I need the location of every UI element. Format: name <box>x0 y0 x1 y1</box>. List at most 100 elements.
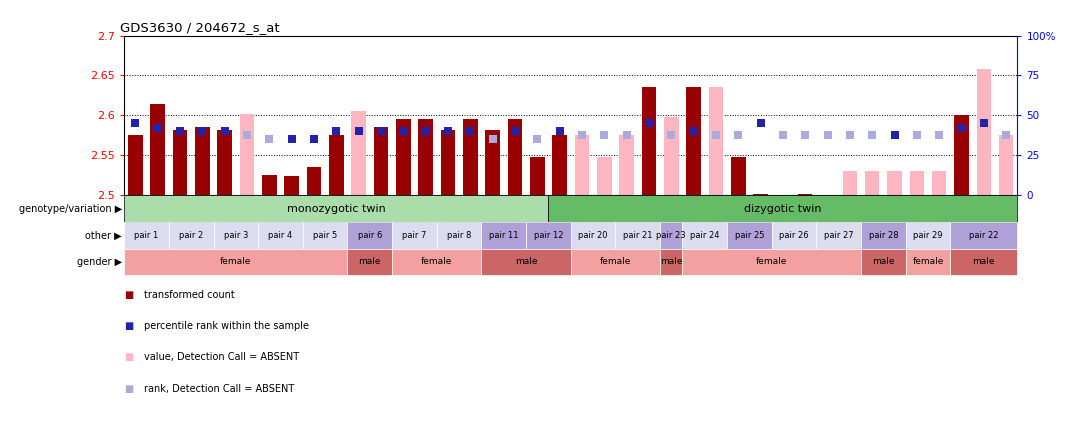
Bar <box>772 222 816 249</box>
Text: female: female <box>421 258 453 266</box>
Bar <box>976 119 991 195</box>
Point <box>551 128 568 135</box>
Point <box>394 128 411 135</box>
Bar <box>351 115 366 195</box>
Bar <box>955 115 969 195</box>
Bar <box>482 249 570 275</box>
Text: pair 4: pair 4 <box>268 231 293 240</box>
Point <box>953 125 970 132</box>
Point <box>975 120 993 127</box>
Bar <box>999 173 1013 195</box>
Bar <box>775 194 791 195</box>
Text: pair 23: pair 23 <box>657 231 686 240</box>
Bar <box>619 135 634 195</box>
Bar <box>441 130 456 195</box>
Bar <box>909 194 924 195</box>
Bar <box>708 130 724 195</box>
Point <box>707 131 725 138</box>
Text: pair 8: pair 8 <box>447 231 471 240</box>
Point <box>797 131 814 138</box>
Bar <box>392 249 482 275</box>
Text: pair 25: pair 25 <box>734 231 765 240</box>
Bar <box>861 222 906 249</box>
Bar <box>906 222 950 249</box>
Point <box>193 128 211 135</box>
Bar <box>821 194 835 195</box>
Point <box>663 131 680 138</box>
Bar <box>976 69 991 195</box>
Bar <box>861 249 906 275</box>
Bar <box>552 135 567 195</box>
Text: pair 2: pair 2 <box>179 231 203 240</box>
Bar <box>258 222 302 249</box>
Bar <box>329 135 343 195</box>
Bar <box>195 127 210 195</box>
Bar <box>348 222 392 249</box>
Bar <box>906 249 950 275</box>
Bar <box>526 222 570 249</box>
Bar <box>348 249 392 275</box>
Bar <box>686 87 701 195</box>
Bar <box>392 222 436 249</box>
Text: pair 5: pair 5 <box>313 231 337 240</box>
Text: male: male <box>973 258 995 266</box>
Point <box>417 128 434 135</box>
Bar <box>307 166 321 195</box>
Bar <box>999 135 1013 195</box>
Bar <box>570 249 660 275</box>
Point <box>484 136 501 143</box>
Bar <box>865 194 879 195</box>
Point <box>864 131 881 138</box>
Text: female: female <box>599 258 631 266</box>
Bar <box>842 194 858 195</box>
Bar <box>842 171 858 195</box>
Text: male: male <box>515 258 538 266</box>
Bar <box>124 222 168 249</box>
Bar <box>351 111 366 195</box>
Point <box>528 136 545 143</box>
Bar <box>754 194 768 195</box>
Text: female: female <box>913 258 944 266</box>
Point <box>350 128 367 135</box>
Text: pair 24: pair 24 <box>690 231 719 240</box>
Bar <box>173 130 187 195</box>
Text: genotype/variation ▶: genotype/variation ▶ <box>18 204 122 214</box>
Bar <box>482 222 526 249</box>
Bar <box>575 135 590 195</box>
Bar <box>217 130 232 195</box>
Point <box>306 136 323 143</box>
Bar <box>683 222 727 249</box>
Text: value, Detection Call = ABSENT: value, Detection Call = ABSENT <box>144 353 299 362</box>
Bar <box>616 222 660 249</box>
Text: female: female <box>756 258 787 266</box>
Bar <box>302 222 348 249</box>
Point <box>216 128 233 135</box>
Text: pair 29: pair 29 <box>914 231 943 240</box>
Point <box>327 128 345 135</box>
Text: pair 27: pair 27 <box>824 231 853 240</box>
Text: dizygotic twin: dizygotic twin <box>744 204 822 214</box>
Bar <box>731 157 745 195</box>
Bar <box>214 222 258 249</box>
Bar <box>240 114 254 195</box>
Bar <box>683 249 861 275</box>
Point <box>841 131 859 138</box>
Text: gender ▶: gender ▶ <box>77 257 122 267</box>
Bar <box>909 171 924 195</box>
Bar <box>816 222 861 249</box>
Point <box>596 131 613 138</box>
Text: percentile rank within the sample: percentile rank within the sample <box>144 321 309 331</box>
Point <box>573 131 591 138</box>
Text: ■: ■ <box>124 321 134 331</box>
Bar <box>664 117 678 195</box>
Bar <box>619 157 634 195</box>
Bar <box>664 135 678 195</box>
Text: GDS3630 / 204672_s_at: GDS3630 / 204672_s_at <box>120 21 280 34</box>
Text: male: male <box>359 258 381 266</box>
Bar <box>549 195 1017 222</box>
Bar <box>508 119 523 195</box>
Bar <box>129 135 143 195</box>
Bar <box>396 119 410 195</box>
Bar <box>570 222 616 249</box>
Bar <box>124 195 549 222</box>
